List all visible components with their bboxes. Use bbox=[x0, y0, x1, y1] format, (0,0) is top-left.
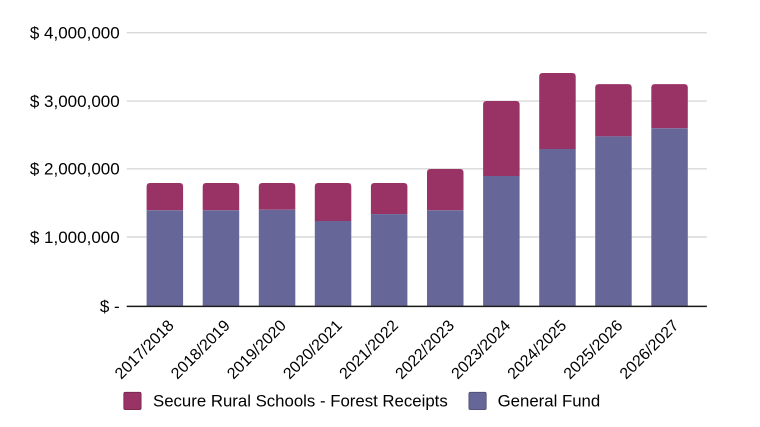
svg-text:$ 3,000,000: $ 3,000,000 bbox=[30, 92, 120, 111]
svg-text:$ 1,000,000: $ 1,000,000 bbox=[30, 228, 120, 247]
svg-text:Secure Rural Schools - Forest: Secure Rural Schools - Forest Receipts bbox=[153, 392, 448, 411]
svg-text:$ -: $ - bbox=[100, 297, 120, 316]
svg-text:General Fund: General Fund bbox=[498, 392, 601, 411]
svg-text:$ 2,000,000: $ 2,000,000 bbox=[30, 160, 120, 179]
svg-text:$ 4,000,000: $ 4,000,000 bbox=[30, 24, 120, 43]
